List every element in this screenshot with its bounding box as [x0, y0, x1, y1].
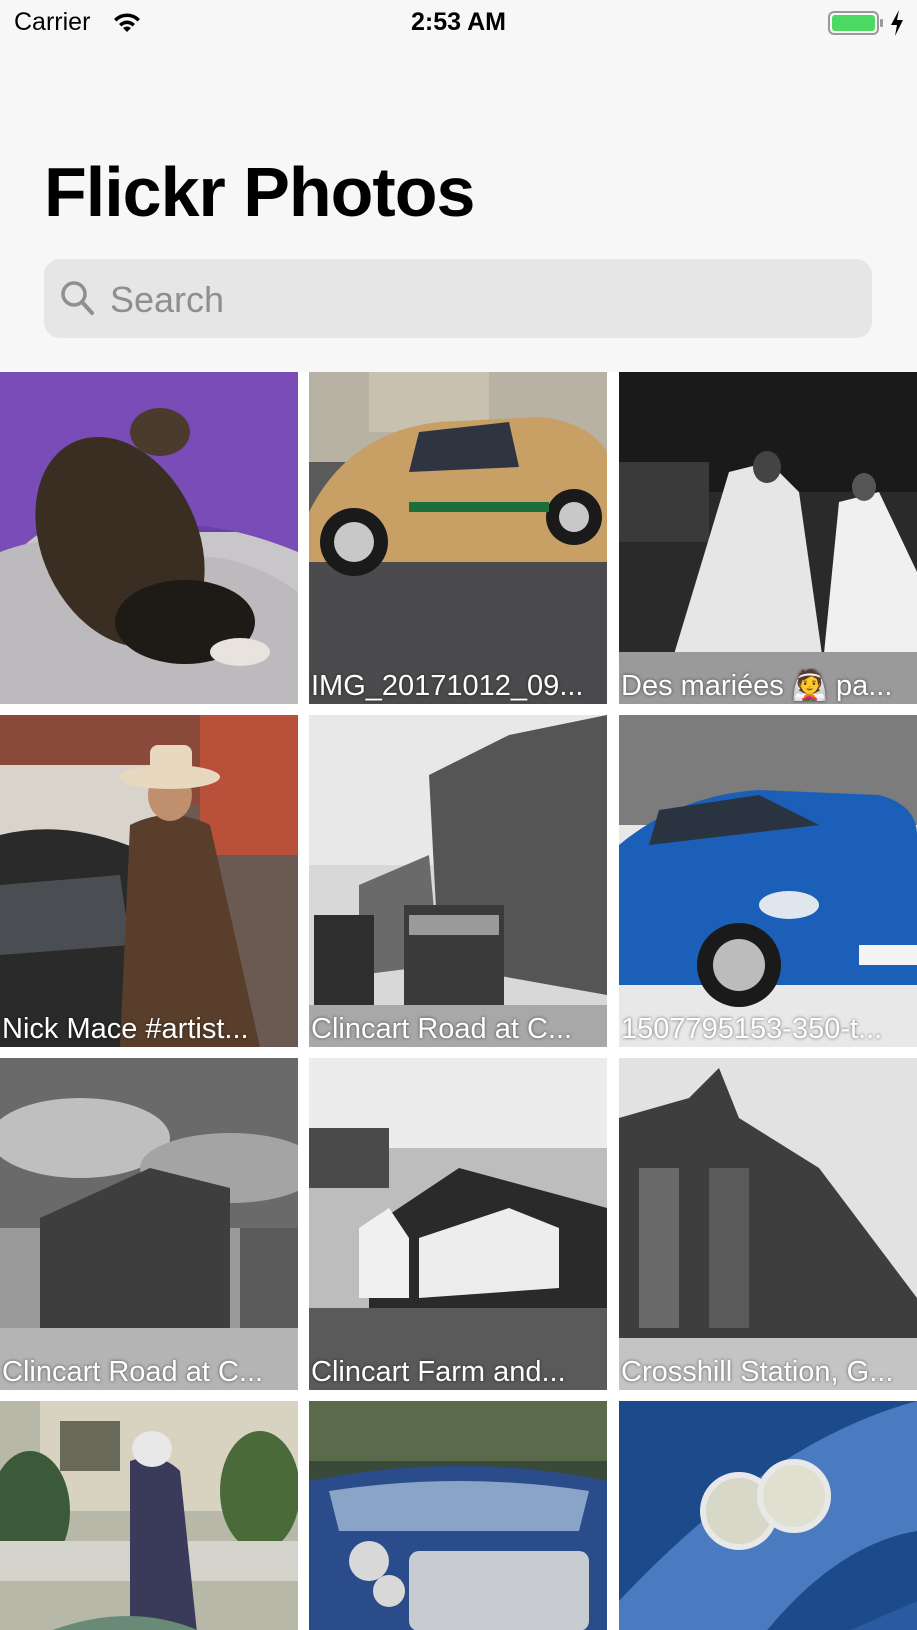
photo-brides-thumbnail [619, 372, 917, 704]
status-time: 2:53 AM [411, 8, 506, 36]
photo-grid[interactable]: IMG_20171012_09... Des mariées 👰 pa... [0, 372, 917, 1630]
photo-caption: Crosshill Station, G... [621, 1356, 894, 1388]
photo-caption: Clincart Farm and... [311, 1356, 566, 1388]
charging-bolt-icon [889, 9, 905, 42]
photo-clincart-farm-thumbnail [309, 1058, 607, 1390]
photo-cell[interactable]: IMG_20171012_09... [309, 372, 607, 704]
photo-caption: 1507795153-350-t... [621, 1013, 883, 1045]
search-input[interactable] [108, 259, 852, 340]
photo-man-hat-thumbnail [0, 715, 298, 1047]
photo-caption: IMG_20171012_09... [311, 670, 584, 702]
photo-car-thumbnail [309, 372, 607, 704]
photo-cell[interactable]: 1507795153-350-t... [619, 715, 917, 1047]
photo-blue-car-thumbnail [619, 715, 917, 1047]
photo-cell[interactable]: Clincart Road at C... [309, 715, 607, 1047]
photo-clincart-road-thumbnail [0, 1058, 298, 1390]
photo-cell[interactable]: Clincart Farm and... [309, 1058, 607, 1390]
photo-caption: Nick Mace #artist... [2, 1013, 249, 1045]
page-title: Flickr Photos [44, 153, 475, 231]
photo-cell[interactable]: Des mariées 👰 pa... [619, 372, 917, 704]
photo-crosshill-station-thumbnail [619, 1058, 917, 1390]
photo-cat-thumbnail [0, 372, 298, 704]
photo-cell[interactable] [619, 1401, 917, 1630]
photo-scooter-rider-thumbnail [0, 1401, 298, 1630]
battery-icon [828, 10, 884, 41]
photo-classic-car-thumbnail [309, 1401, 607, 1630]
photo-headlight-closeup-thumbnail [619, 1401, 917, 1630]
photo-tram-street-thumbnail [309, 715, 607, 1047]
carrier-label: Carrier [14, 8, 91, 36]
photo-cell[interactable]: Nick Mace #artist... [0, 715, 298, 1047]
photo-cell[interactable]: Clincart Road at C... [0, 1058, 298, 1390]
photo-cell[interactable] [0, 1401, 298, 1630]
wifi-icon [112, 10, 142, 39]
photo-cell[interactable]: Crosshill Station, G... [619, 1058, 917, 1390]
photo-cell[interactable] [0, 372, 298, 704]
photo-caption: Clincart Road at C... [311, 1013, 573, 1045]
search-icon [60, 279, 96, 322]
search-bar[interactable] [44, 259, 872, 340]
photo-caption: Clincart Road at C... [2, 1356, 264, 1388]
photo-caption: Des mariées 👰 pa... [621, 670, 893, 702]
status-bar: Carrier 2:53 AM [0, 0, 917, 46]
photo-cell[interactable] [309, 1401, 607, 1630]
